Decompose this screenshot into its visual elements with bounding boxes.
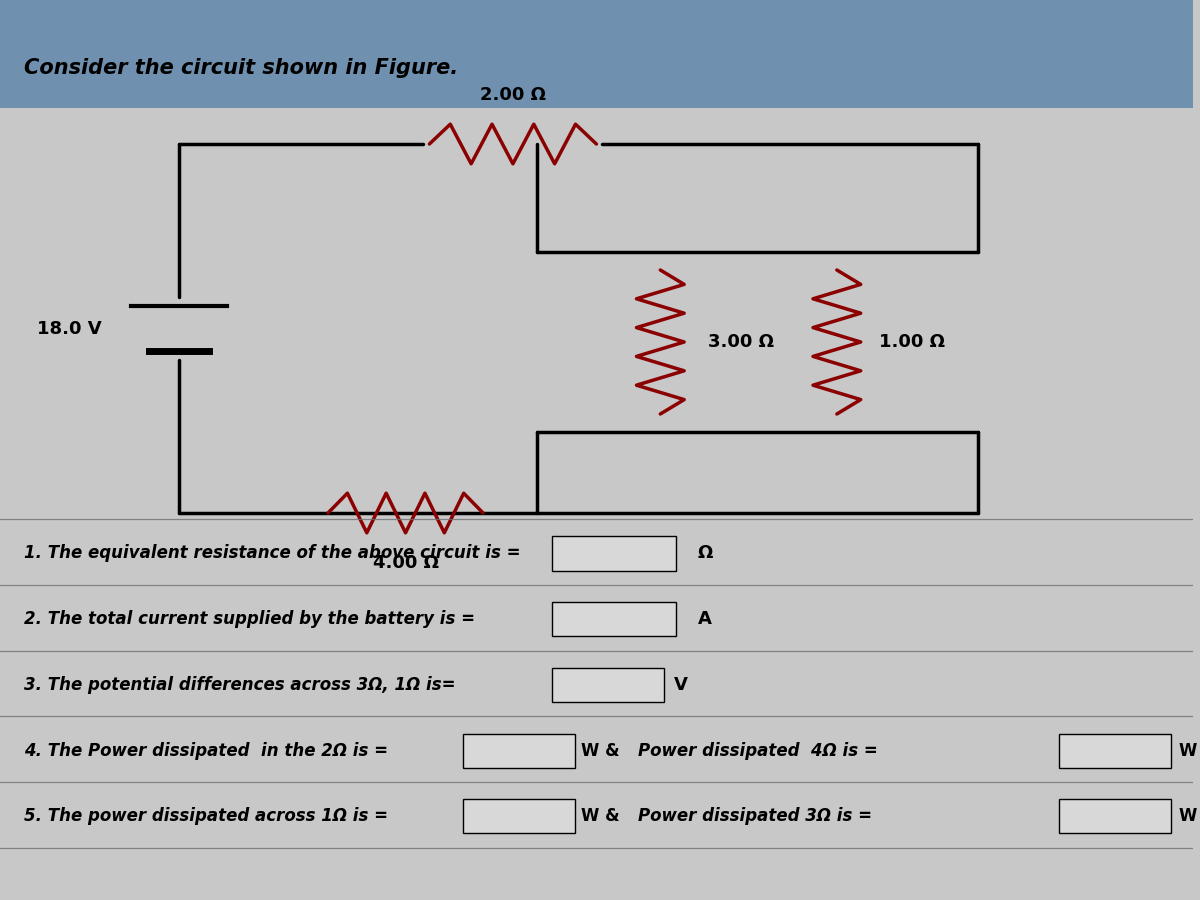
Text: 3. The potential differences across 3Ω, 1Ω is=: 3. The potential differences across 3Ω, …	[24, 676, 455, 694]
Text: 2.00 Ω: 2.00 Ω	[480, 86, 546, 104]
Text: Power dissipated  4Ω is =: Power dissipated 4Ω is =	[638, 742, 878, 760]
Text: 1.00 Ω: 1.00 Ω	[878, 333, 944, 351]
Text: 3.00 Ω: 3.00 Ω	[708, 333, 774, 351]
Text: W &: W &	[581, 807, 619, 825]
Text: 18.0 V: 18.0 V	[37, 320, 101, 338]
Text: W &: W &	[581, 742, 619, 760]
Text: A: A	[697, 610, 712, 628]
Text: Ω: Ω	[697, 544, 713, 562]
FancyBboxPatch shape	[463, 734, 575, 768]
Text: 1. The equivalent resistance of the above circuit is =: 1. The equivalent resistance of the abov…	[24, 544, 521, 562]
Text: V: V	[674, 676, 688, 694]
FancyBboxPatch shape	[463, 799, 575, 833]
FancyBboxPatch shape	[552, 536, 677, 571]
FancyBboxPatch shape	[552, 602, 677, 636]
FancyBboxPatch shape	[1060, 799, 1171, 833]
Text: 4. The Power dissipated  in the 2Ω is =: 4. The Power dissipated in the 2Ω is =	[24, 742, 388, 760]
FancyBboxPatch shape	[0, 0, 1193, 108]
Text: Power dissipated 3Ω is =: Power dissipated 3Ω is =	[638, 807, 872, 825]
Text: 4.00 Ω: 4.00 Ω	[372, 554, 438, 572]
Text: Consider the circuit shown in Figure.: Consider the circuit shown in Figure.	[24, 58, 458, 77]
Text: W: W	[1178, 742, 1196, 760]
FancyBboxPatch shape	[552, 668, 665, 702]
Text: W: W	[1178, 807, 1196, 825]
Text: 2. The total current supplied by the battery is =: 2. The total current supplied by the bat…	[24, 610, 475, 628]
Text: 5. The power dissipated across 1Ω is =: 5. The power dissipated across 1Ω is =	[24, 807, 388, 825]
FancyBboxPatch shape	[1060, 734, 1171, 768]
